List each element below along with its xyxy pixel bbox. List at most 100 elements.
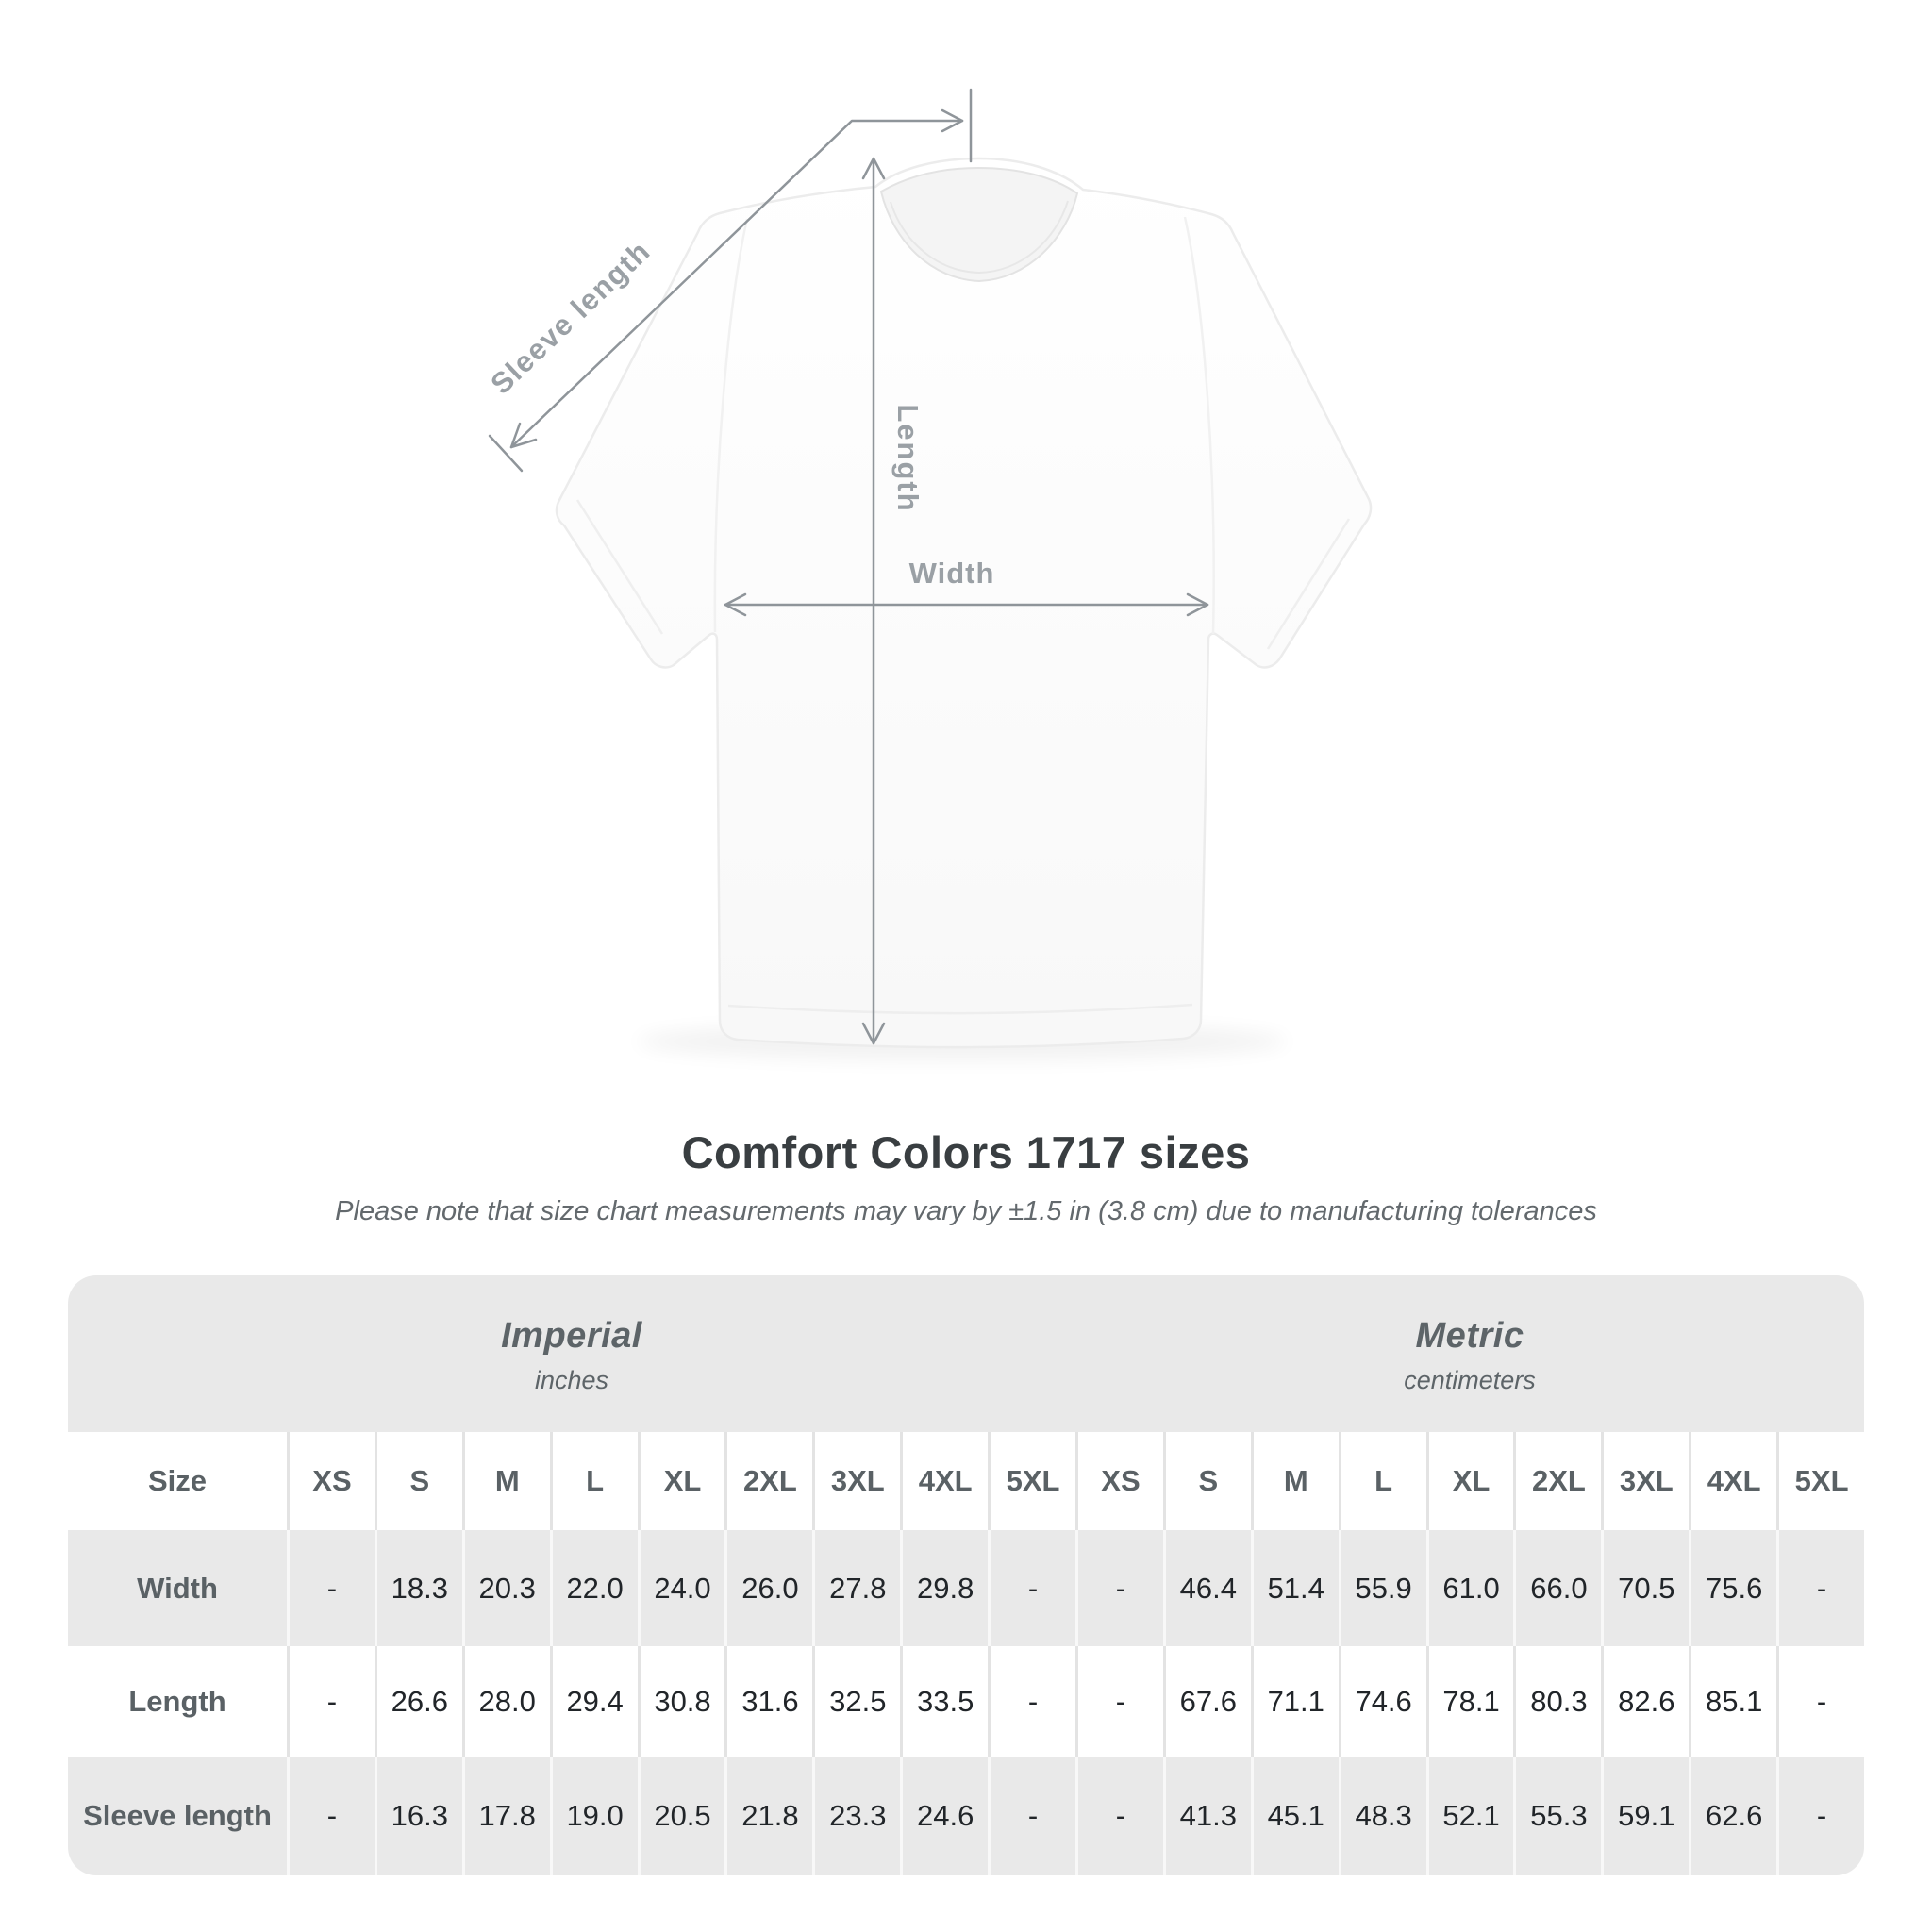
sleeve-length-line xyxy=(509,119,964,449)
tshirt-illustration xyxy=(555,157,1373,1049)
table-cell: 30.8 xyxy=(637,1646,725,1757)
table-cell: 46.4 xyxy=(1162,1530,1251,1646)
table-cell: 61.0 xyxy=(1425,1530,1514,1646)
table-cell: 26.6 xyxy=(374,1646,462,1757)
imperial-unit: inches xyxy=(534,1366,609,1394)
table-cell: 52.1 xyxy=(1425,1757,1514,1875)
table-cell: 32.5 xyxy=(812,1646,900,1757)
right-sleeve-body-seam xyxy=(1183,216,1215,635)
length-arrowhead-bottom xyxy=(861,1022,886,1045)
table-cell: - xyxy=(1075,1757,1163,1875)
table-cell: - xyxy=(1776,1646,1864,1757)
size-header-cell: L xyxy=(1338,1432,1426,1530)
table-cell: 23.3 xyxy=(812,1757,900,1875)
table-cell: 48.3 xyxy=(1338,1757,1426,1875)
length-arrowhead-top xyxy=(861,157,886,180)
table-row-sleeve-length: Sleeve length - 16.3 17.8 19.0 20.5 21.8… xyxy=(68,1757,1864,1875)
right-cuff-seam xyxy=(1266,518,1351,650)
size-column-header: Size xyxy=(147,1464,208,1497)
left-cuff-seam xyxy=(575,499,664,635)
size-header-cell: 5XL xyxy=(1776,1432,1864,1530)
table-cell: 74.6 xyxy=(1338,1646,1426,1757)
table-cell: - xyxy=(287,1646,375,1757)
table-cell: - xyxy=(287,1757,375,1875)
metric-unit: centimeters xyxy=(1404,1366,1536,1394)
table-cell: 22.0 xyxy=(549,1530,638,1646)
size-header-cell: 5XL xyxy=(988,1432,1075,1530)
size-header-cell: M xyxy=(1250,1432,1339,1530)
size-header-cell: M xyxy=(461,1432,550,1530)
table-cell: 55.3 xyxy=(1513,1757,1601,1875)
size-table: Imperial inches Metric centimeters Size … xyxy=(68,1275,1864,1875)
length-label: Length xyxy=(891,404,924,512)
table-cell: 19.0 xyxy=(549,1757,638,1875)
size-header-cell: 3XL xyxy=(1601,1432,1689,1530)
table-cell: 20.3 xyxy=(461,1530,550,1646)
collar-opening xyxy=(879,166,1079,283)
tolerance-note: Please note that size chart measurements… xyxy=(335,1196,1597,1226)
table-cell: - xyxy=(1075,1646,1163,1757)
table-cell: 75.6 xyxy=(1689,1530,1776,1646)
table-cell: 16.3 xyxy=(374,1757,462,1875)
hem-seam xyxy=(727,1003,1193,1015)
table-cell: 85.1 xyxy=(1689,1646,1776,1757)
metric-label: Metric xyxy=(1415,1316,1524,1356)
table-cell: - xyxy=(988,1530,1075,1646)
size-header-cell: XS xyxy=(287,1432,375,1530)
table-cell: - xyxy=(988,1646,1075,1757)
size-header-cell: 4XL xyxy=(1689,1432,1776,1530)
table-cell: - xyxy=(287,1530,375,1646)
size-header-cell: S xyxy=(374,1432,462,1530)
size-header-cell: 4XL xyxy=(900,1432,988,1530)
table-cell: 27.8 xyxy=(812,1530,900,1646)
measurement-annotations xyxy=(488,88,1209,1045)
table-cell: 71.1 xyxy=(1250,1646,1339,1757)
table-cell: 17.8 xyxy=(461,1757,550,1875)
size-header-cell: 3XL xyxy=(812,1432,900,1530)
table-cell: 70.5 xyxy=(1601,1530,1689,1646)
tshirt-measurement-diagram: Sleeve length Length Width xyxy=(484,88,1373,1060)
imperial-label: Imperial xyxy=(501,1316,642,1356)
table-cell: 59.1 xyxy=(1601,1757,1689,1875)
row-label: Length xyxy=(128,1684,226,1718)
table-cell: 67.6 xyxy=(1162,1646,1251,1757)
table-header-row: Size XS S M L XL 2XL 3XL 4XL 5XL XS S M … xyxy=(68,1432,1864,1530)
table-cell: 21.8 xyxy=(724,1757,812,1875)
table-cell: 33.5 xyxy=(900,1646,988,1757)
size-header-cell: XL xyxy=(637,1432,725,1530)
metric-section-header: Metric centimeters xyxy=(1075,1275,1864,1432)
table-cell: 24.0 xyxy=(637,1530,725,1646)
center-arrowhead xyxy=(941,108,964,133)
table-cell: 18.3 xyxy=(374,1530,462,1646)
page-title: Comfort Colors 1717 sizes xyxy=(681,1127,1251,1177)
table-row-width: Width - 18.3 20.3 22.0 24.0 26.0 27.8 29… xyxy=(68,1530,1864,1646)
size-header-cell: 2XL xyxy=(724,1432,812,1530)
table-cell: 41.3 xyxy=(1162,1757,1251,1875)
sleeve-length-end-tick xyxy=(488,434,524,473)
row-label: Width xyxy=(137,1571,218,1605)
table-cell: 45.1 xyxy=(1250,1757,1339,1875)
table-cell: 31.6 xyxy=(724,1646,812,1757)
table-row-length: Length - 26.6 28.0 29.4 30.8 31.6 32.5 3… xyxy=(68,1646,1864,1757)
unit-section-band: Imperial inches Metric centimeters xyxy=(68,1275,1864,1432)
table-cell: 20.5 xyxy=(637,1757,725,1875)
table-cell: 82.6 xyxy=(1601,1646,1689,1757)
size-header-cell: XL xyxy=(1425,1432,1514,1530)
table-cell: 78.1 xyxy=(1425,1646,1514,1757)
width-arrowhead-right xyxy=(1186,592,1209,617)
size-header-cell: XS xyxy=(1075,1432,1163,1530)
collar-ribbing-seam xyxy=(890,200,1069,275)
table-cell: 24.6 xyxy=(900,1757,988,1875)
table-cell: 66.0 xyxy=(1513,1530,1601,1646)
table-cell: 29.8 xyxy=(900,1530,988,1646)
width-label: Width xyxy=(909,557,995,590)
sleeve-length-arrowhead xyxy=(509,422,538,449)
table-cell: 28.0 xyxy=(461,1646,550,1757)
row-label: Sleeve length xyxy=(83,1799,272,1832)
size-header-cell: L xyxy=(549,1432,638,1530)
width-arrowhead-left xyxy=(724,592,747,617)
tshirt-silhouette xyxy=(555,157,1373,1049)
table-cell: - xyxy=(1776,1530,1864,1646)
table-cell: - xyxy=(1776,1757,1864,1875)
